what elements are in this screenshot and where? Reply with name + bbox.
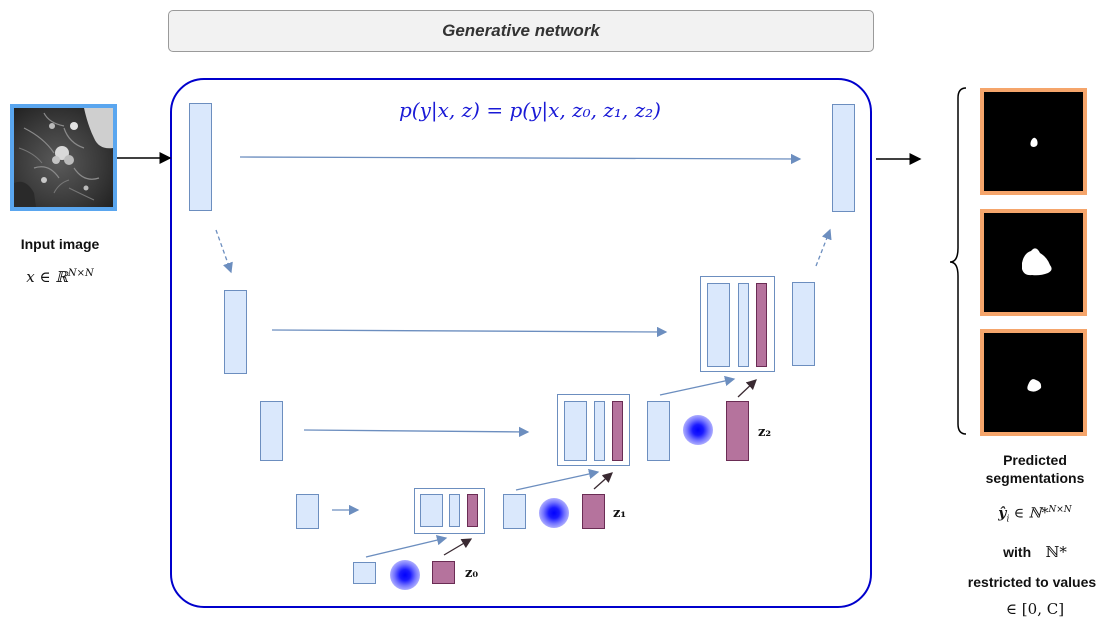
- input-formula-sup: N×N: [67, 268, 94, 279]
- predicted-label-line2: segmentations: [985, 470, 1085, 486]
- decoder-feature-2: [792, 282, 815, 366]
- output-formula-sub: i: [1006, 514, 1010, 525]
- segmentation-output-1: [980, 88, 1087, 195]
- skip-arrow-level-1: [239, 153, 802, 165]
- gaussian-prior-0: [390, 560, 420, 590]
- encoder-feature-4: [296, 494, 319, 529]
- gaussian-prior-1: [539, 498, 569, 528]
- output-formula-y: ŷ: [998, 505, 1007, 522]
- output-formula: ŷi ∈ ℕ*N×N: [960, 505, 1110, 524]
- latent-arrow-0: [443, 538, 473, 556]
- group3-feature-a: [707, 283, 730, 367]
- input-formula-base: x ∈ ℝ: [26, 268, 68, 286]
- network-frame: [170, 78, 872, 608]
- input-formula: x ∈ ℝN×N: [10, 268, 110, 286]
- output-formula-sup: N×N: [1048, 505, 1072, 515]
- up-arrow-0: [365, 535, 448, 558]
- segmentation-output-3: [980, 329, 1087, 436]
- latent-z0: [432, 561, 455, 584]
- with-label: with: [1003, 544, 1032, 560]
- restricted-label: restricted to values: [967, 574, 1097, 590]
- skip-arrow-level-2: [271, 326, 668, 338]
- with-line: with ℕ*: [960, 543, 1110, 562]
- input-ct-image: [10, 104, 117, 211]
- z0-label: z₀: [465, 566, 479, 581]
- encoder-feature-3: [260, 401, 283, 461]
- decoder-feature-1: [832, 104, 855, 212]
- header-title: Generative network: [442, 21, 600, 40]
- with-set: ℕ*: [1045, 543, 1067, 561]
- decoder-feature-4: [503, 494, 526, 529]
- group3-latent: [756, 283, 767, 367]
- generative-network-header: Generative network: [168, 10, 874, 52]
- encoder-feature-1: [189, 103, 212, 211]
- output-brace: [949, 87, 967, 435]
- input-image-label: Input image: [20, 236, 100, 252]
- z2-label: z₂: [758, 425, 772, 440]
- latent-z1: [582, 494, 605, 529]
- group2-feature-b: [594, 401, 605, 461]
- gaussian-prior-2: [683, 415, 713, 445]
- group1-feature-a: [420, 494, 443, 527]
- group2-latent: [612, 401, 623, 461]
- z1-label: z₁: [613, 506, 627, 521]
- up-arrow-2: [659, 375, 736, 396]
- latent-z2: [726, 401, 749, 461]
- encoder-feature-2: [224, 290, 247, 374]
- concat-group-3: [700, 276, 775, 372]
- segmentation-output-2: [980, 209, 1087, 316]
- bottleneck-feature: [353, 562, 376, 584]
- likelihood-formula: p(y|x, z) = p(y|x, z₀, z₁, z₂): [399, 98, 661, 122]
- skip-arrow-level-3: [303, 426, 530, 438]
- up-arrow-1: [515, 468, 600, 491]
- output-formula-set: ∈ ℕ*: [1009, 505, 1049, 522]
- group3-feature-b: [738, 283, 749, 367]
- group1-latent: [467, 494, 478, 527]
- concat-group-1: [414, 488, 485, 534]
- downsample-arrow: [215, 229, 233, 274]
- latent-arrow-1: [593, 472, 613, 490]
- group2-feature-a: [564, 401, 587, 461]
- upsample-arrow: [815, 228, 832, 267]
- group1-feature-b: [449, 494, 460, 527]
- decoder-feature-3: [647, 401, 670, 461]
- predicted-label-line1: Predicted: [1003, 452, 1067, 468]
- latent-arrow-2: [737, 379, 757, 398]
- concat-group-2: [557, 394, 630, 466]
- range-formula: ∈ [0, C]: [1005, 600, 1065, 618]
